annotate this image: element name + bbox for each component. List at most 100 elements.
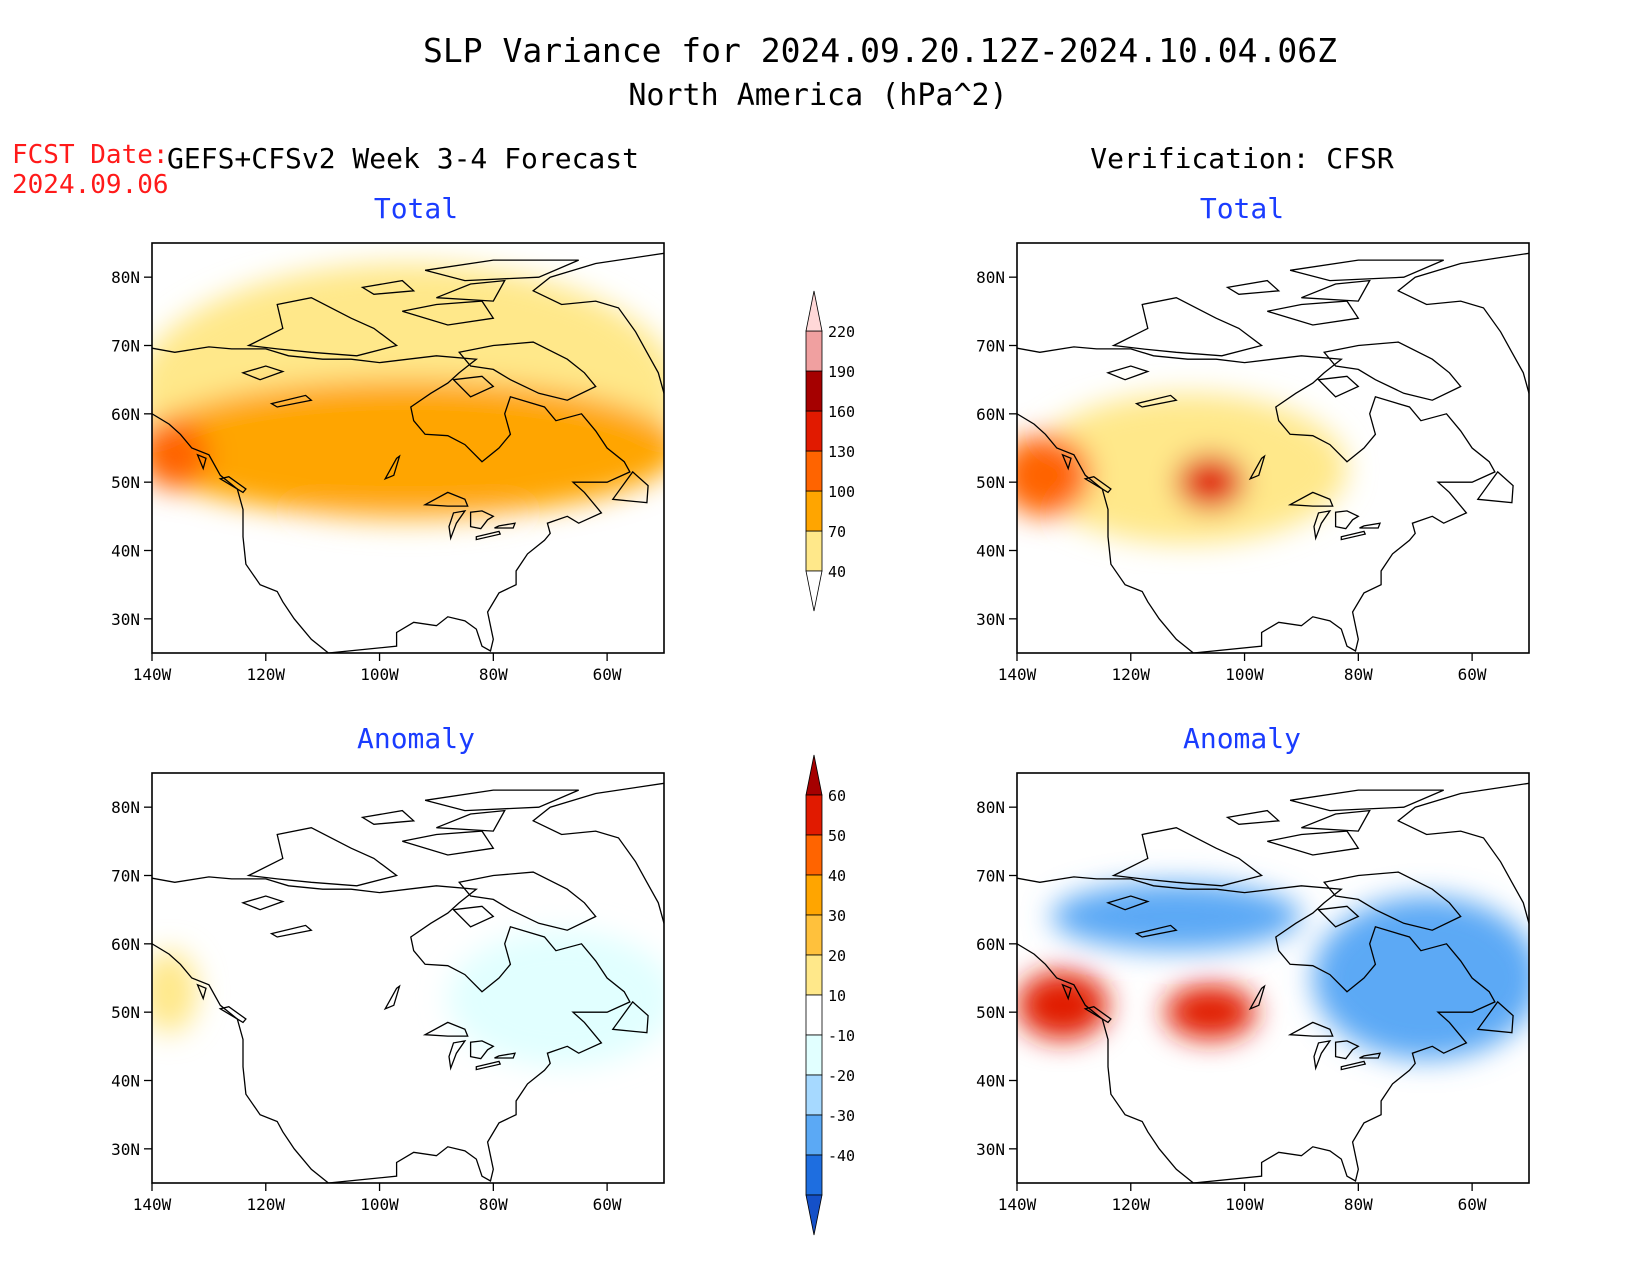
lake-outline [1359, 522, 1382, 529]
coastline-island [1323, 871, 1462, 931]
lake-outline [1287, 1021, 1334, 1037]
coastline-island [1225, 279, 1281, 295]
shading-field [1017, 773, 1529, 1183]
lake-outline [383, 454, 401, 481]
coastline-island [246, 297, 399, 357]
shading-blob [1017, 434, 1091, 517]
lat-tick-label: 30N [111, 610, 140, 629]
map-frame [1016, 242, 1530, 654]
map-frame [151, 772, 665, 1184]
lake-outline [1334, 1040, 1360, 1060]
lat-tick-label: 70N [111, 337, 140, 356]
coastline-island [1267, 830, 1360, 856]
colorbar-total: 40 70 100 130 160 190 220 [805, 290, 855, 612]
lat-tick-label: 60N [111, 405, 140, 424]
shading-blob [447, 930, 664, 1067]
coastline-island [424, 259, 579, 282]
coastline-island [1083, 475, 1112, 494]
lake-outline [448, 1039, 467, 1071]
coastline-island [402, 300, 495, 326]
colorbar-end-triangle [805, 290, 823, 332]
coastline-island [218, 1005, 247, 1024]
colorbar-tick-label: 130 [828, 443, 855, 461]
coastline-island [1061, 983, 1072, 1001]
map-frame [1016, 772, 1530, 1184]
coastline-island [1111, 297, 1264, 357]
colorbar-end-triangle [805, 754, 823, 796]
coastline-island [458, 871, 597, 931]
coastline-island [1323, 341, 1462, 401]
colorbar-anomaly: 60 50 40 30 20 10 -10 -20 -30 -40 [805, 754, 855, 1236]
colorbar-segment [805, 994, 823, 1036]
panel-title-verification-anomaly: Anomaly [1183, 722, 1301, 755]
shading-blob [1017, 971, 1109, 1040]
lake-outline [475, 530, 502, 541]
colorbar-tick-label: 30 [828, 907, 846, 925]
coastline-island [360, 809, 416, 825]
lat-tick-label: 50N [976, 473, 1005, 492]
lake-outline [241, 895, 285, 911]
colorbar-segment [805, 954, 823, 996]
lon-tick-label: 100W [360, 665, 399, 684]
shading-blob [1312, 896, 1529, 1060]
coastline-island [458, 341, 597, 401]
colorbar-segment [805, 410, 823, 452]
coastline-island [402, 830, 495, 856]
lon-tick-label: 120W [247, 1195, 286, 1214]
lon-tick-label: 80W [1344, 1195, 1373, 1214]
map-panel-verification-total: 80N 70N 60N 50N 40N 30N 140W 120W 100W 80W 60W [976, 242, 1530, 684]
coastline-island [1267, 300, 1360, 326]
colorbar-tick-label: 70 [828, 523, 846, 541]
coastline-island [1317, 375, 1360, 398]
main-subtitle: North America (hPa^2) [628, 78, 1007, 113]
lat-tick-label: 60N [976, 935, 1005, 954]
lon-tick-label: 60W [1458, 665, 1487, 684]
coastline-island [611, 470, 649, 504]
lake-outline [1287, 491, 1334, 507]
lat-tick-label: 30N [111, 1140, 140, 1159]
colorbar-end-triangle [805, 1194, 823, 1236]
lon-tick-label: 60W [1458, 1195, 1487, 1214]
shading-blob [152, 950, 198, 1033]
coastline-greenland [1396, 252, 1529, 395]
colorbar-tick-label: -10 [828, 1027, 855, 1045]
lake-outline [241, 365, 285, 381]
coastline-island [1061, 453, 1072, 471]
coastline-greenland [531, 782, 664, 925]
shading-field [152, 243, 664, 653]
coastline-north-america [152, 346, 631, 653]
lat-tick-label: 40N [111, 542, 140, 561]
lat-tick-label: 70N [976, 867, 1005, 886]
shading-field [1017, 243, 1529, 653]
coastline-island [436, 279, 506, 302]
lat-tick-label: 50N [976, 1003, 1005, 1022]
lon-tick-label: 60W [593, 1195, 622, 1214]
lake-outline [422, 491, 469, 507]
coastline-island [1289, 259, 1444, 282]
lat-tick-label: 40N [111, 1072, 140, 1091]
lat-tick-label: 60N [976, 405, 1005, 424]
lake-outline [475, 1060, 502, 1071]
lake-outline [469, 510, 495, 530]
lon-tick-label: 80W [479, 1195, 508, 1214]
lon-tick-label: 100W [360, 1195, 399, 1214]
map-panel-forecast-anomaly: 80N 70N 60N 50N 40N 30N 140W 120W 100W 80W 60W [111, 772, 665, 1214]
coastline-island [1476, 470, 1514, 504]
shading-blob [1164, 984, 1256, 1040]
shading-blob [152, 420, 209, 489]
coastline-greenland [1396, 782, 1529, 925]
coastline-island [1301, 279, 1371, 302]
lake-outline [494, 522, 517, 529]
lat-tick-label: 80N [111, 268, 140, 287]
coastline-greenland [531, 252, 664, 395]
lat-tick-label: 80N [111, 798, 140, 817]
colorbar-tick-label: -20 [828, 1067, 855, 1085]
coastline-island [1289, 789, 1444, 812]
lake-outline [1106, 895, 1150, 911]
coastline-island [196, 983, 207, 1001]
lat-tick-label: 80N [976, 268, 1005, 287]
colorbar-tick-label: 60 [828, 787, 846, 805]
shading-field [152, 773, 664, 1183]
lat-tick-label: 80N [976, 798, 1005, 817]
lat-tick-label: 50N [111, 473, 140, 492]
